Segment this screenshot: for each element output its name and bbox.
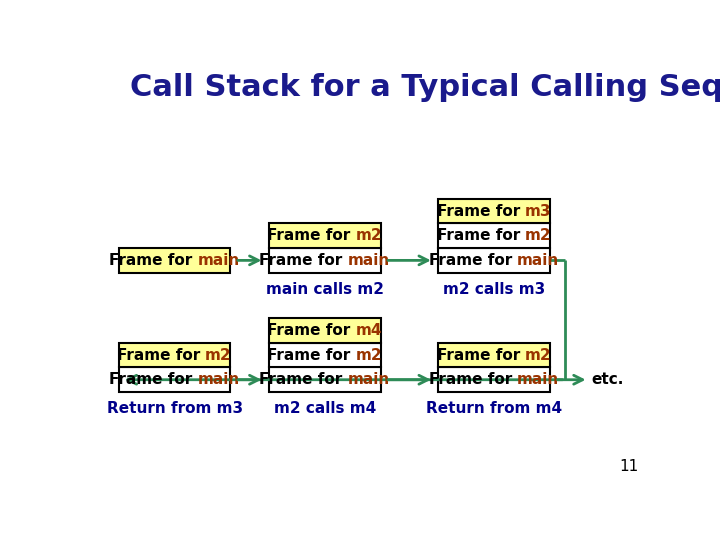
Text: m2: m2 — [356, 228, 382, 243]
Bar — [269, 318, 381, 343]
Bar — [119, 367, 230, 392]
Text: main: main — [197, 372, 240, 387]
Text: Frame for: Frame for — [117, 348, 206, 362]
Text: m2 calls m3: m2 calls m3 — [443, 282, 545, 297]
Text: Frame for: Frame for — [267, 228, 356, 243]
Text: Frame for: Frame for — [109, 372, 198, 387]
Bar — [438, 343, 550, 367]
Text: 11: 11 — [619, 460, 639, 475]
Bar — [269, 367, 381, 392]
Text: m2: m2 — [356, 348, 382, 362]
Text: main calls m2: main calls m2 — [266, 282, 384, 297]
Text: Return from m3: Return from m3 — [107, 402, 243, 416]
Bar — [438, 199, 550, 224]
Text: etc.: etc. — [592, 372, 624, 387]
Bar — [119, 248, 230, 273]
Text: m2: m2 — [205, 348, 232, 362]
Text: m3: m3 — [525, 204, 552, 219]
Text: Call Stack for a Typical Calling Sequence: Call Stack for a Typical Calling Sequenc… — [130, 73, 720, 103]
Text: Frame for: Frame for — [267, 348, 356, 362]
Text: Frame for: Frame for — [429, 253, 518, 268]
Text: m2: m2 — [525, 348, 552, 362]
Bar — [269, 343, 381, 367]
Bar — [438, 367, 550, 392]
Text: main: main — [517, 253, 559, 268]
Text: Frame for: Frame for — [109, 253, 198, 268]
Text: Return from m4: Return from m4 — [426, 402, 562, 416]
Text: Frame for: Frame for — [437, 204, 525, 219]
Bar — [438, 224, 550, 248]
Text: Frame for: Frame for — [436, 228, 525, 243]
Text: main: main — [348, 253, 390, 268]
Text: Frame for: Frame for — [259, 372, 348, 387]
Text: Frame for: Frame for — [429, 372, 518, 387]
Text: main: main — [348, 372, 390, 387]
Text: main: main — [517, 372, 559, 387]
Bar — [269, 248, 381, 273]
Bar — [119, 343, 230, 367]
Text: m2 calls m4: m2 calls m4 — [274, 402, 376, 416]
Bar — [269, 224, 381, 248]
Text: Frame for: Frame for — [436, 348, 525, 362]
Text: m2: m2 — [525, 228, 552, 243]
Text: Frame for: Frame for — [267, 323, 356, 338]
Bar — [438, 248, 550, 273]
Text: main: main — [197, 253, 240, 268]
Text: m4: m4 — [356, 323, 382, 338]
Text: Frame for: Frame for — [259, 253, 348, 268]
